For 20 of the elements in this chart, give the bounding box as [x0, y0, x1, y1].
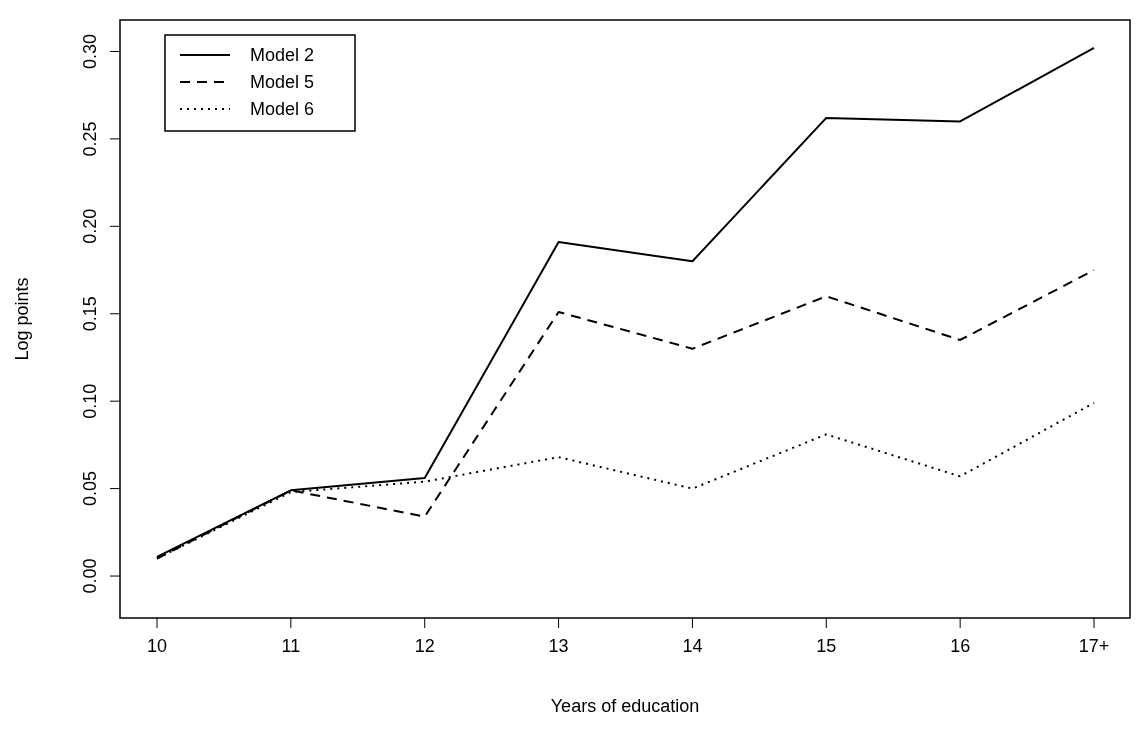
x-axis-title: Years of education	[550, 696, 700, 716]
x-tick-label: 13	[548, 636, 569, 656]
x-tick-label: 10	[146, 636, 168, 656]
x-tick-label: 14	[682, 636, 703, 656]
y-tick-label: 0.10	[80, 383, 100, 419]
y-tick-label: 0.20	[80, 208, 100, 244]
y-axis-title: Log points	[12, 277, 32, 361]
y-tick-label: 0.30	[80, 33, 100, 69]
legend-label: Model 5	[250, 72, 315, 92]
y-tick-label: 0.00	[80, 558, 100, 594]
x-tick-label: 12	[414, 636, 435, 656]
x-tick-label: 17+	[1078, 636, 1110, 656]
y-tick-label: 0.25	[80, 121, 100, 157]
y-tick-label: 0.05	[80, 471, 100, 507]
x-tick-label: 11	[281, 636, 301, 656]
legend-label: Model 6	[250, 99, 315, 119]
legend-label: Model 2	[250, 45, 315, 65]
x-tick-label: 15	[816, 636, 837, 656]
y-tick-label: 0.15	[80, 296, 100, 332]
x-tick-label: 16	[950, 636, 971, 656]
